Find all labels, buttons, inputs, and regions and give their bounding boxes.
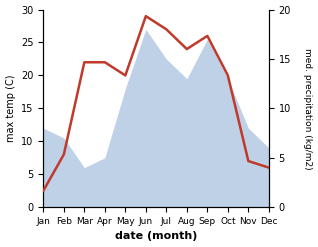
Y-axis label: max temp (C): max temp (C) [5, 75, 16, 142]
Y-axis label: med. precipitation (kg/m2): med. precipitation (kg/m2) [303, 48, 313, 169]
X-axis label: date (month): date (month) [115, 231, 197, 242]
